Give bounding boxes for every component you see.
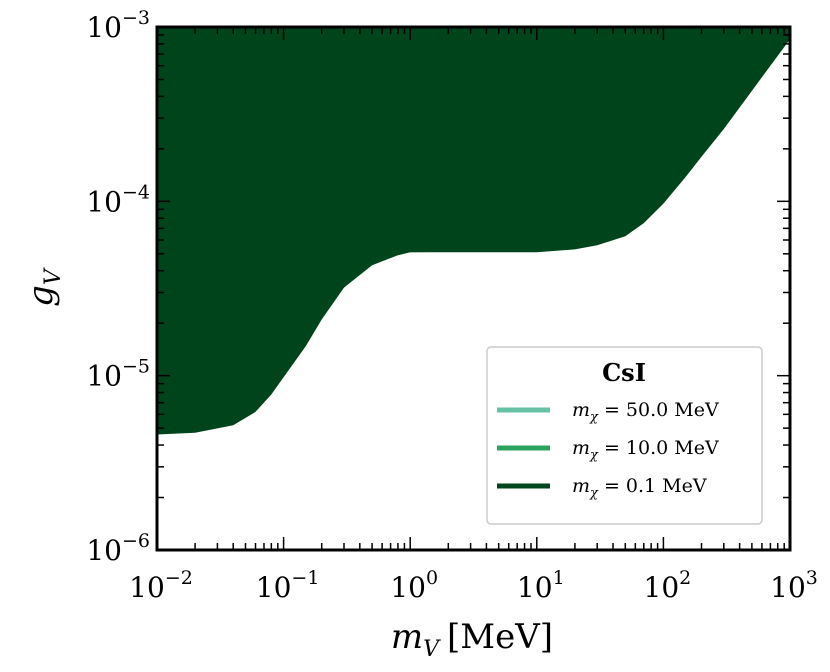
legend-title: CsI bbox=[602, 358, 646, 387]
y-tick-labels: 10−6 10−5 10−4 10−3 bbox=[86, 7, 150, 567]
legend-entry-label: mχ = 0.1 MeV bbox=[572, 475, 707, 501]
legend-entry-label: mχ = 10.0 MeV bbox=[572, 437, 719, 463]
x-tick-label: 10−1 bbox=[256, 567, 320, 604]
plot-frame bbox=[155, 25, 792, 552]
y-tick-label: 10−4 bbox=[86, 181, 150, 218]
legend-entry-label: mχ = 50.0 MeV bbox=[572, 399, 719, 425]
x-tick-label: 100 bbox=[390, 567, 438, 604]
x-tick-label: 101 bbox=[517, 567, 565, 604]
y-tick-label: 10−5 bbox=[86, 356, 150, 393]
y-tick-label: 10−3 bbox=[86, 7, 150, 44]
x-tick-labels: 10−2 10−1 100 101 102 103 bbox=[129, 567, 818, 604]
y-axis-title: gV bbox=[21, 267, 66, 307]
exclusion-regions bbox=[157, 27, 790, 435]
exclusion-region-3 bbox=[157, 27, 790, 435]
x-axis-title: mV [MeV] bbox=[391, 617, 553, 662]
x-tick-label: 10−2 bbox=[129, 567, 193, 604]
x-tick-label: 102 bbox=[644, 567, 692, 604]
y-tick-label: 10−6 bbox=[86, 530, 150, 567]
x-tick-label: 103 bbox=[770, 567, 818, 604]
legend: CsI mχ = 50.0 MeV mχ = 10.0 MeV mχ = 0.1 M… bbox=[486, 346, 763, 525]
legend-box bbox=[486, 346, 763, 525]
